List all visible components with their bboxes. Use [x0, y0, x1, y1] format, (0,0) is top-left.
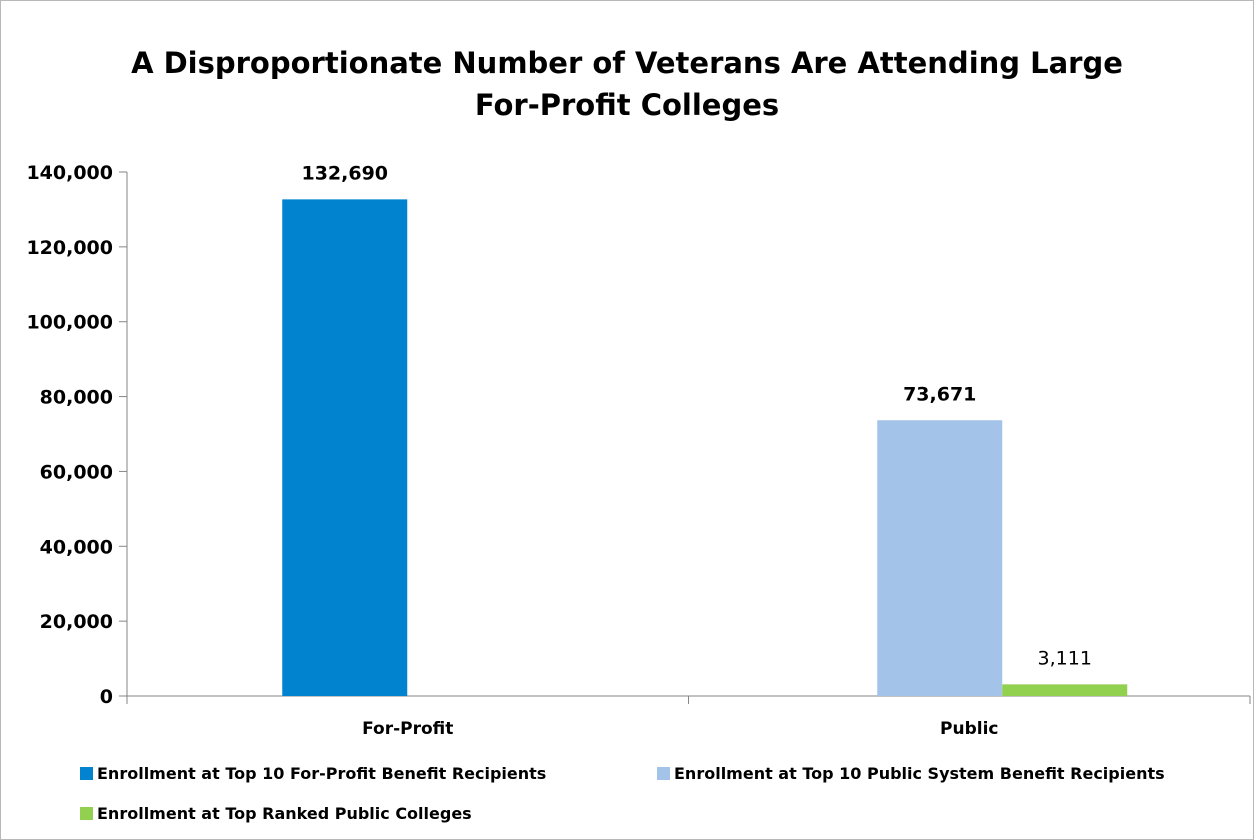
legend-label-top-ranked: Enrollment at Top Ranked Public Colleges: [97, 804, 472, 823]
y-tick-label: 0: [100, 686, 113, 708]
chart-title: A Disproportionate Number of Veterans Ar…: [0, 42, 1254, 126]
y-tick-label: 140,000: [26, 162, 113, 184]
legend-item-for-profit: Enrollment at Top 10 For-Profit Benefit …: [80, 764, 546, 783]
y-tick-label: 20,000: [40, 611, 113, 633]
y-tick-label: 120,000: [26, 237, 113, 259]
bar: [1002, 684, 1128, 696]
chart-title-line-1: A Disproportionate Number of Veterans Ar…: [131, 46, 1123, 80]
data-label: 3,111: [1038, 647, 1092, 669]
y-tick-label: 100,000: [26, 312, 113, 334]
y-tick-label: 80,000: [40, 387, 113, 409]
x-tick-label: For-Profit: [362, 719, 453, 739]
legend-label-public-system: Enrollment at Top 10 Public System Benef…: [674, 764, 1165, 783]
x-tick-label: Public: [940, 719, 998, 739]
legend-swatch-for-profit: [80, 767, 93, 780]
legend-label-for-profit: Enrollment at Top 10 For-Profit Benefit …: [97, 764, 547, 783]
y-tick-label: 60,000: [40, 461, 113, 483]
legend-item-public-system: Enrollment at Top 10 Public System Benef…: [657, 764, 1165, 783]
legend-swatch-top-ranked: [80, 807, 93, 820]
y-tick-label: 40,000: [40, 536, 113, 558]
bar: [877, 420, 1003, 696]
legend-swatch-public-system: [657, 767, 670, 780]
chart-title-line-2: For-Profit Colleges: [474, 88, 780, 122]
bar: [282, 199, 408, 696]
legend-item-top-ranked: Enrollment at Top Ranked Public Colleges: [80, 804, 472, 823]
data-label: 73,671: [903, 383, 976, 405]
data-label: 132,690: [301, 162, 388, 184]
